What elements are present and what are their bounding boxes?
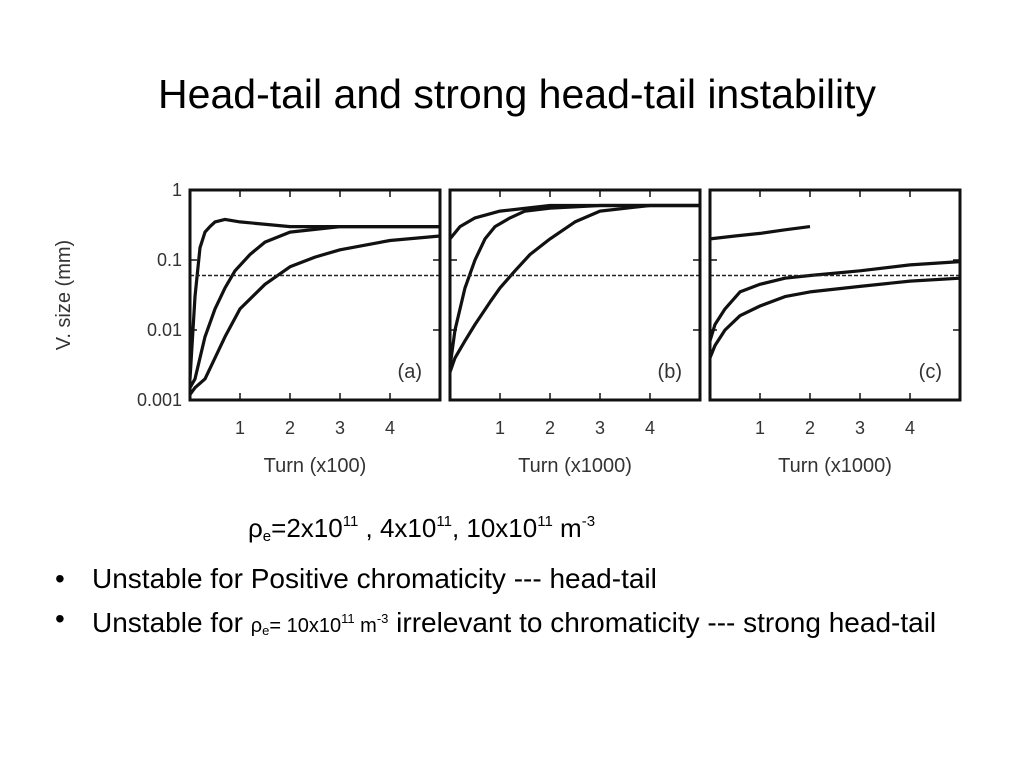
y-axis-label: V. size (mm)	[53, 240, 75, 350]
panel-label: (c)	[919, 361, 942, 383]
chart-panel-2: 1 2 3 4 (b) Turn (x1000)	[448, 188, 702, 477]
x-tick-label: 3	[335, 418, 345, 438]
y-tick-label: 0.001	[137, 390, 182, 410]
density-exp-3: 11	[537, 513, 553, 530]
x-axis-label: Turn (x100)	[264, 455, 367, 477]
y-tick-label: 0.1	[157, 250, 182, 270]
v-size-vs-turn-figure: 1 2 3 4 1 0.1 0.01 0.001 (a) Turn (x100) V. size (…	[53, 180, 962, 477]
rho-subscript: e	[262, 623, 270, 638]
y-tick-label: 0.01	[147, 320, 182, 340]
x-tick-label: 3	[855, 418, 865, 438]
x-tick-label: 2	[285, 418, 295, 438]
x-tick-label: 4	[645, 418, 655, 438]
series-line	[708, 260, 961, 342]
x-tick-label: 1	[235, 418, 245, 438]
bullet-density: ρe= 10x1011 m-3	[250, 611, 389, 638]
x-tick-label: 4	[385, 418, 395, 438]
rho-symbol: ρ	[248, 513, 263, 543]
density-unit-exp: -3	[581, 513, 596, 530]
series-line	[708, 276, 961, 359]
series-line	[188, 217, 440, 379]
rho-symbol: ρ	[250, 615, 263, 637]
panel-label: (a)	[398, 361, 422, 383]
plot-frame	[448, 188, 702, 402]
y-tick-label: 1	[172, 180, 182, 200]
bullet-text: Unstable for Positive chromaticity --- h…	[92, 563, 657, 594]
rho-subscript: e	[262, 528, 272, 545]
series-line	[188, 225, 440, 389]
density-exp-2: 11	[436, 513, 452, 530]
chart-panel-3: 1 2 3 4 (c) Turn (x1000)	[708, 188, 962, 477]
density-exp-1: 11	[342, 513, 359, 530]
bullet-list: Unstable for Positive chromaticity --- h…	[55, 562, 955, 654]
density-part-1: =2x10	[271, 513, 343, 543]
plot-frame	[708, 188, 962, 402]
bullet-density-unit-exp: -3	[376, 611, 389, 626]
bullet-item: Unstable for Positive chromaticity --- h…	[55, 562, 955, 596]
density-part-3: , 10x10	[451, 513, 538, 543]
chart-panel-1: 1 2 3 4 1 0.1 0.01 0.001 (a) Turn (x100) V. size (…	[53, 180, 442, 477]
series-line	[188, 234, 441, 396]
x-tick-label: 1	[495, 418, 505, 438]
series-line	[448, 203, 700, 373]
plot-frame	[188, 188, 442, 402]
x-tick-label: 3	[595, 418, 605, 438]
series-line	[709, 225, 811, 241]
slide-title: Head-tail and strong head-tail instabili…	[158, 71, 876, 117]
bullet-item: Unstable for ρe= 10x1011 m-3 irrelevant …	[55, 602, 955, 648]
bullet-density-exp: 11	[341, 611, 355, 626]
density-unit: m	[552, 513, 582, 543]
panel-label: (b)	[658, 361, 682, 383]
electron-density-line: ρe=2x1011 , 4x1011, 10x1011 m-3	[248, 502, 595, 557]
x-axis-label: Turn (x1000)	[518, 455, 632, 477]
bullet-suffix: irrelevant to chromaticity --- strong he…	[388, 607, 937, 638]
series-line	[448, 203, 700, 367]
x-tick-label: 1	[755, 418, 765, 438]
bullet-prefix: Unstable for	[92, 607, 251, 638]
x-tick-label: 4	[905, 418, 915, 438]
x-tick-label: 2	[545, 418, 555, 438]
bullet-density-unit: m	[354, 615, 377, 637]
x-tick-label: 2	[805, 418, 815, 438]
density-part-2: , 4x10	[358, 513, 437, 543]
x-axis-label: Turn (x1000)	[778, 455, 892, 477]
bullet-density-value: = 10x10	[269, 615, 342, 637]
